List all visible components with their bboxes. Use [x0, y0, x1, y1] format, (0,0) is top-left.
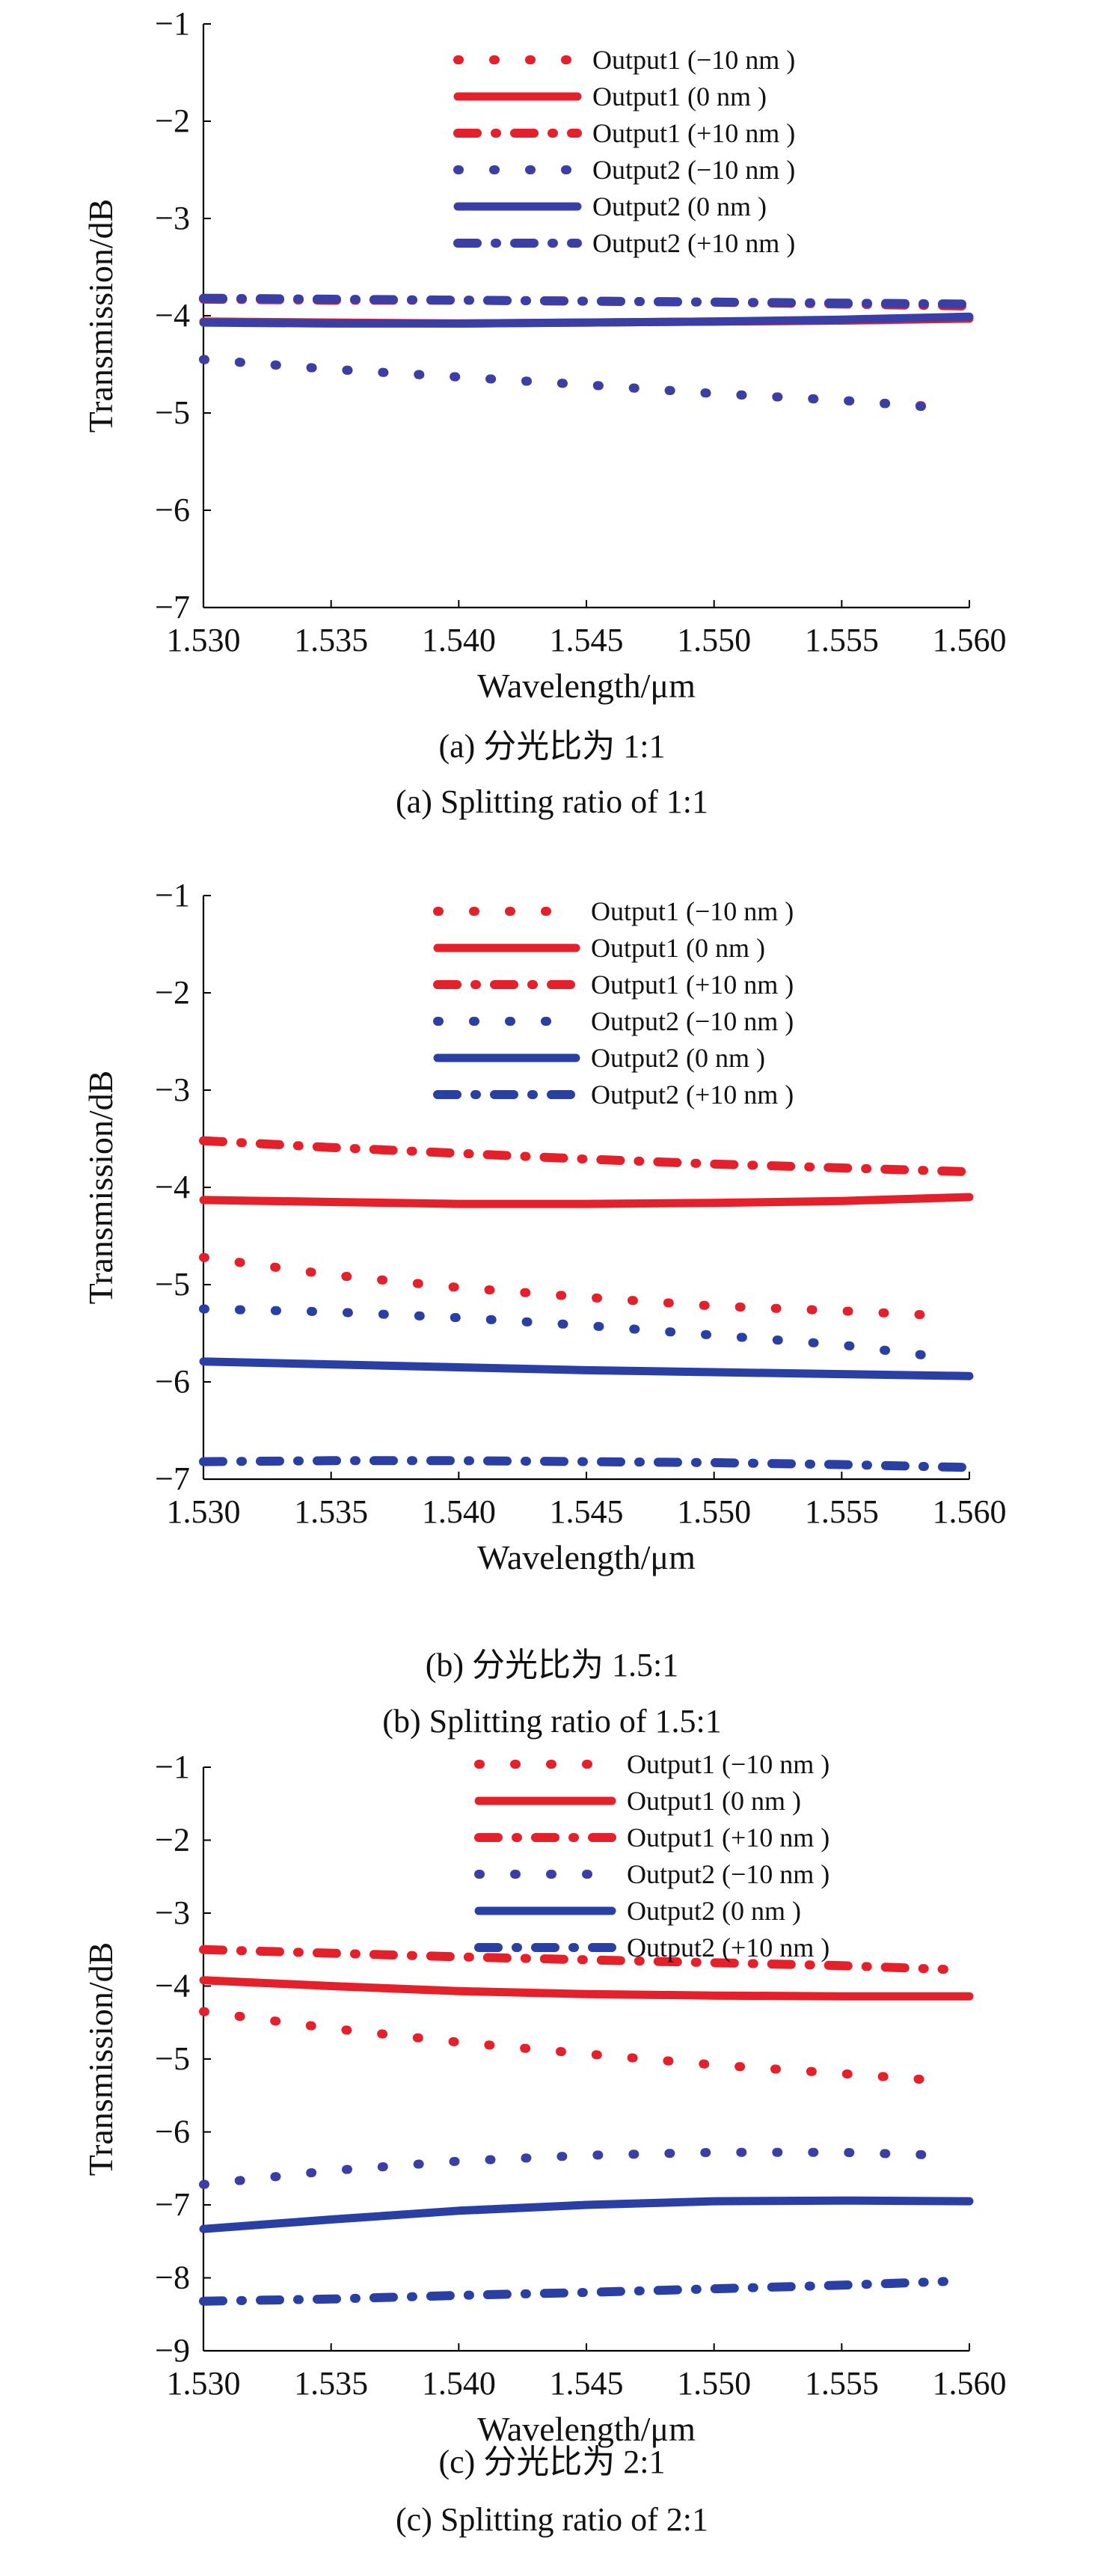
series-line-6: [203, 1460, 969, 1467]
legend-label: Output1 (−10 nm ): [592, 45, 795, 75]
y-tick-label: −5: [155, 394, 190, 431]
y-tick-label: −1: [155, 877, 190, 914]
legend: Output1 (−10 nm ) Output1 (0 nm ) Output1 …: [479, 1749, 829, 1962]
x-tick-label: 1.535: [294, 622, 368, 658]
x-axis-label: Wavelength/μm: [477, 1538, 696, 1576]
x-tick-label: 1.560: [933, 2365, 1007, 2402]
x-tick-label: 1.560: [933, 1493, 1007, 1530]
legend-label: Output1 (+10 nm ): [627, 1823, 829, 1853]
x-tick-label: 1.555: [805, 2365, 879, 2402]
y-tick-label: −6: [155, 2114, 190, 2150]
y-tick-label: −4: [155, 1169, 190, 1205]
legend-label: Output1 (+10 nm ): [592, 118, 795, 148]
y-tick-label: −5: [155, 2040, 190, 2077]
y-axis-label: Transmission/dB: [82, 1942, 120, 2176]
series-line-2: [203, 1980, 969, 1997]
y-tick-label: −3: [155, 1894, 190, 1931]
legend-label: Output2 (+10 nm ): [591, 1080, 794, 1110]
y-tick-label: −3: [155, 1071, 190, 1108]
series-line-2: [203, 1197, 969, 1204]
caption-chinese: (b) 分光比为 1.5:1: [426, 1647, 679, 1683]
x-tick-label: 1.540: [422, 1493, 496, 1530]
y-axis-label: Transmission/dB: [82, 199, 120, 433]
legend: Output1 (−10 nm ) Output1 (0 nm ) Output1 …: [438, 896, 794, 1110]
x-tick-label: 1.555: [805, 1493, 879, 1530]
x-tick-label: 1.550: [677, 1493, 751, 1530]
x-tick-label: 1.550: [677, 622, 751, 658]
caption-english: (c) Splitting ratio of 2:1: [396, 2501, 708, 2538]
legend-label: Output2 (−10 nm ): [592, 155, 795, 185]
y-tick-label: −2: [155, 974, 190, 1011]
series-line-6: [203, 2281, 944, 2301]
legend-label: Output1 (−10 nm ): [591, 896, 794, 926]
x-axis-label: Wavelength/μm: [477, 2410, 696, 2448]
y-tick-label: −6: [155, 1363, 190, 1400]
y-tick-label: −8: [155, 2260, 190, 2296]
series-line-1: [203, 2012, 944, 2081]
y-tick-label: −4: [155, 297, 190, 334]
x-tick-label: 1.530: [167, 1493, 241, 1530]
y-tick-label: −7: [155, 1460, 190, 1497]
y-tick-label: −2: [155, 1822, 190, 1858]
y-axis-label: Transmission/dB: [82, 1071, 120, 1305]
series-line-1: [203, 1258, 944, 1316]
caption-english: (b) Splitting ratio of 1.5:1: [382, 1703, 721, 1740]
x-tick-label: 1.540: [422, 622, 496, 658]
legend-label: Output2 (+10 nm ): [592, 228, 795, 258]
y-tick-label: −5: [155, 1266, 190, 1303]
legend-label: Output2 (−10 nm ): [591, 1006, 794, 1036]
legend-label: Output1 (+10 nm ): [591, 970, 794, 1000]
series-line-6: [203, 299, 969, 305]
y-tick-label: −2: [155, 103, 190, 139]
series-line-4: [203, 2153, 944, 2185]
x-tick-label: 1.560: [933, 622, 1007, 658]
legend-label: Output1 (−10 nm ): [627, 1749, 829, 1779]
legend-label: Output1 (0 nm ): [627, 1786, 801, 1816]
series-line-4: [203, 1309, 944, 1358]
x-tick-label: 1.545: [550, 2365, 624, 2402]
legend-label: Output2 (0 nm ): [591, 1043, 765, 1073]
y-tick-label: −1: [155, 5, 190, 42]
legend-label: Output1 (0 nm ): [592, 82, 767, 111]
series-line-4: [203, 360, 944, 409]
x-tick-label: 1.530: [167, 622, 241, 658]
x-tick-label: 1.555: [805, 622, 879, 658]
x-axis-label: Wavelength/μm: [477, 667, 696, 705]
series-line-5: [203, 1362, 969, 1377]
y-tick-label: −7: [155, 2186, 190, 2223]
y-tick-label: −1: [155, 1749, 190, 1785]
chart-panel-3: −1 −2 −3 −4 −5 −6 −7 −8 −91.530 1.535 1.540 1.545 1.…: [82, 1749, 1007, 2538]
chart-panel-1: −1 −2 −3 −4 −5 −6 −71.530 1.535 1.540 1.545 1.550 1…: [82, 5, 1007, 820]
y-tick-label: −6: [155, 492, 190, 528]
legend: Output1 (−10 nm ) Output1 (0 nm ) Output1 …: [458, 45, 795, 258]
series-line-3: [203, 1141, 969, 1172]
x-tick-label: 1.535: [294, 1493, 368, 1530]
y-tick-label: −9: [155, 2332, 190, 2369]
caption-chinese: (c) 分光比为 2:1: [438, 2444, 665, 2480]
legend-label: Output2 (+10 nm ): [627, 1933, 829, 1962]
y-tick-label: −7: [155, 589, 190, 625]
legend-label: Output1 (0 nm ): [591, 933, 765, 963]
x-tick-label: 1.530: [167, 2365, 241, 2402]
x-tick-label: 1.545: [550, 1493, 624, 1530]
series-line-3: [203, 1950, 944, 1969]
x-tick-label: 1.540: [422, 2365, 496, 2402]
chart-panel-2: −1 −2 −3 −4 −5 −6 −71.530 1.535 1.540 1.545 1.550 1…: [82, 877, 1007, 1740]
legend-label: Output2 (−10 nm ): [627, 1859, 829, 1889]
y-tick-label: −3: [155, 200, 190, 236]
series-line-5: [203, 2200, 969, 2229]
caption-english: (a) Splitting ratio of 1:1: [396, 783, 708, 820]
x-tick-label: 1.550: [677, 2365, 751, 2402]
legend-label: Output2 (0 nm ): [592, 192, 767, 221]
legend-label: Output2 (0 nm ): [627, 1896, 801, 1926]
caption-chinese: (a) 分光比为 1:1: [438, 728, 665, 765]
y-tick-label: −4: [155, 1968, 190, 2004]
figure-canvas: −1−2−3−4−5−6−71.530 1.535 1.540 1.545 1.550 1…: [0, 0, 1104, 2576]
series-line-5: [203, 316, 969, 323]
x-tick-label: 1.545: [550, 622, 624, 658]
x-tick-label: 1.535: [294, 2365, 368, 2402]
